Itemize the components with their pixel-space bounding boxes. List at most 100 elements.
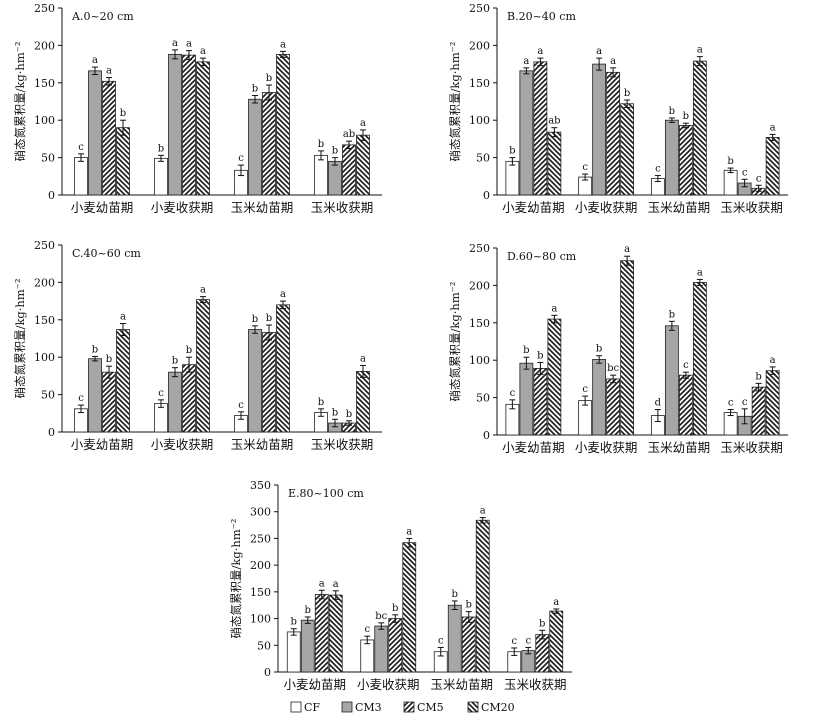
y-axis-title: 硝态氮累积量/kg·hm⁻² — [448, 42, 462, 162]
x-category-label: 小麦收获期 — [575, 440, 638, 455]
y-tick-label: 150 — [34, 77, 55, 90]
significance-letter: a — [120, 312, 126, 323]
bar-cm5 — [751, 386, 766, 436]
significance-letter: c — [525, 635, 531, 646]
significance-letter: b — [669, 309, 675, 320]
y-tick-label: 100 — [469, 354, 490, 367]
bar-cm20 — [356, 134, 370, 196]
legend-swatch-cm20 — [467, 701, 479, 713]
panel-title: D.60~80 cm — [507, 250, 577, 263]
y-tick-label: 50 — [41, 389, 55, 402]
significance-letter: a — [200, 46, 206, 57]
bar-cm3 — [88, 358, 102, 433]
significance-letter: c — [683, 360, 689, 371]
significance-letter: c — [511, 636, 517, 647]
bar-cm5 — [606, 378, 621, 436]
significance-letter: c — [238, 400, 244, 411]
chart-panel-b: 0 50 100 150 200 250 B.20~40 cm 硝态氮累积量/kg·hm⁻² b… — [448, 2, 788, 215]
y-tick-label: 0 — [48, 189, 55, 202]
significance-letter: b — [172, 356, 178, 367]
bar-cf — [314, 154, 328, 196]
x-category-label: 玉米幼苗期 — [231, 200, 294, 215]
x-category-label: 小麦幼苗期 — [502, 440, 565, 455]
significance-letter: d — [655, 398, 662, 409]
bar-cm20 — [328, 594, 343, 673]
significance-letter: b — [332, 407, 338, 418]
significance-letter: b — [332, 146, 338, 157]
y-tick-label: 0 — [483, 189, 490, 202]
bar-cf — [154, 403, 168, 433]
significance-letter: c — [78, 142, 84, 153]
y-tick-label: 250 — [250, 532, 271, 545]
significance-letter: a — [537, 46, 543, 57]
bar-cm5 — [388, 618, 403, 673]
chart-panel-c: 0 50 100 150 200 250 C.40~60 cm 硝态氮累积量/kg·hm⁻² c… — [13, 239, 382, 452]
bar-cm20 — [196, 61, 210, 196]
bar-cm5 — [262, 92, 276, 196]
bar-cm20 — [547, 318, 562, 436]
bar-cm5 — [262, 332, 276, 433]
significance-letter: b — [683, 111, 689, 122]
significance-letter: bc — [607, 363, 619, 374]
bar-cm3 — [664, 325, 679, 436]
y-tick-label: 50 — [257, 639, 271, 652]
x-category-label: 小麦收获期 — [151, 200, 214, 215]
bar-cm5 — [533, 61, 548, 196]
significance-letter: b — [120, 108, 126, 119]
significance-letter: a — [553, 597, 559, 608]
bar-cm5 — [314, 594, 329, 673]
legend-label: CM20 — [481, 701, 515, 714]
y-tick-label: 100 — [34, 114, 55, 127]
panel-title: C.40~60 cm — [72, 247, 141, 260]
y-tick-label: 250 — [469, 242, 490, 255]
bar-cf — [505, 160, 520, 196]
significance-letter: a — [280, 39, 286, 50]
x-category-label: 玉米收获期 — [720, 200, 783, 215]
x-category-label: 小麦收获期 — [357, 677, 420, 692]
y-axis-title: 硝态氮累积量/kg·hm⁻² — [229, 519, 243, 639]
bar-cm5 — [606, 71, 621, 196]
bar-cf — [74, 157, 88, 196]
bar-cm5 — [535, 634, 550, 673]
bar-cf — [723, 169, 738, 196]
panel-title: E.80~100 cm — [288, 487, 364, 500]
bar-cm5 — [533, 368, 548, 436]
bar-cm20 — [765, 137, 780, 196]
significance-letter: b — [346, 409, 352, 420]
legend-label: CM5 — [417, 701, 444, 714]
significance-letter: c — [582, 384, 588, 395]
significance-letter: b — [305, 605, 311, 616]
bar-cm3 — [664, 119, 679, 196]
bar-cm3 — [168, 53, 182, 196]
panel-title: A.0~20 cm — [71, 10, 134, 23]
significance-letter: b — [392, 603, 398, 614]
bar-cm3 — [592, 359, 607, 436]
y-tick-label: 250 — [34, 2, 55, 15]
bar-cm3 — [248, 98, 262, 196]
significance-letter: b — [291, 617, 297, 628]
significance-letter: c — [364, 624, 370, 635]
bar-cm3 — [374, 625, 389, 673]
bar-cm3 — [328, 160, 342, 196]
significance-letter: b — [158, 143, 164, 154]
significance-letter: c — [756, 173, 762, 184]
chart-panel-a: 0 50 100 150 200 250 A.0~20 cm 硝态氮累积量/kg·hm⁻² c a… — [13, 2, 382, 215]
bar-cf — [154, 157, 168, 196]
y-tick-label: 350 — [250, 479, 271, 492]
significance-letter: b — [186, 345, 192, 356]
y-tick-label: 200 — [34, 39, 55, 52]
significance-letter: b — [252, 314, 258, 325]
bar-cm3 — [447, 604, 462, 673]
significance-letter: a — [770, 355, 776, 366]
significance-letter: b — [539, 618, 545, 629]
x-category-label: 玉米幼苗期 — [648, 200, 711, 215]
x-category-label: 玉米幼苗期 — [648, 440, 711, 455]
y-tick-label: 100 — [250, 613, 271, 626]
y-tick-label: 150 — [34, 314, 55, 327]
bar-cm20 — [549, 610, 564, 673]
significance-letter: a — [333, 579, 339, 590]
bar-cm5 — [182, 364, 196, 433]
significance-letter: b — [252, 84, 258, 95]
significance-letter: c — [438, 635, 444, 646]
